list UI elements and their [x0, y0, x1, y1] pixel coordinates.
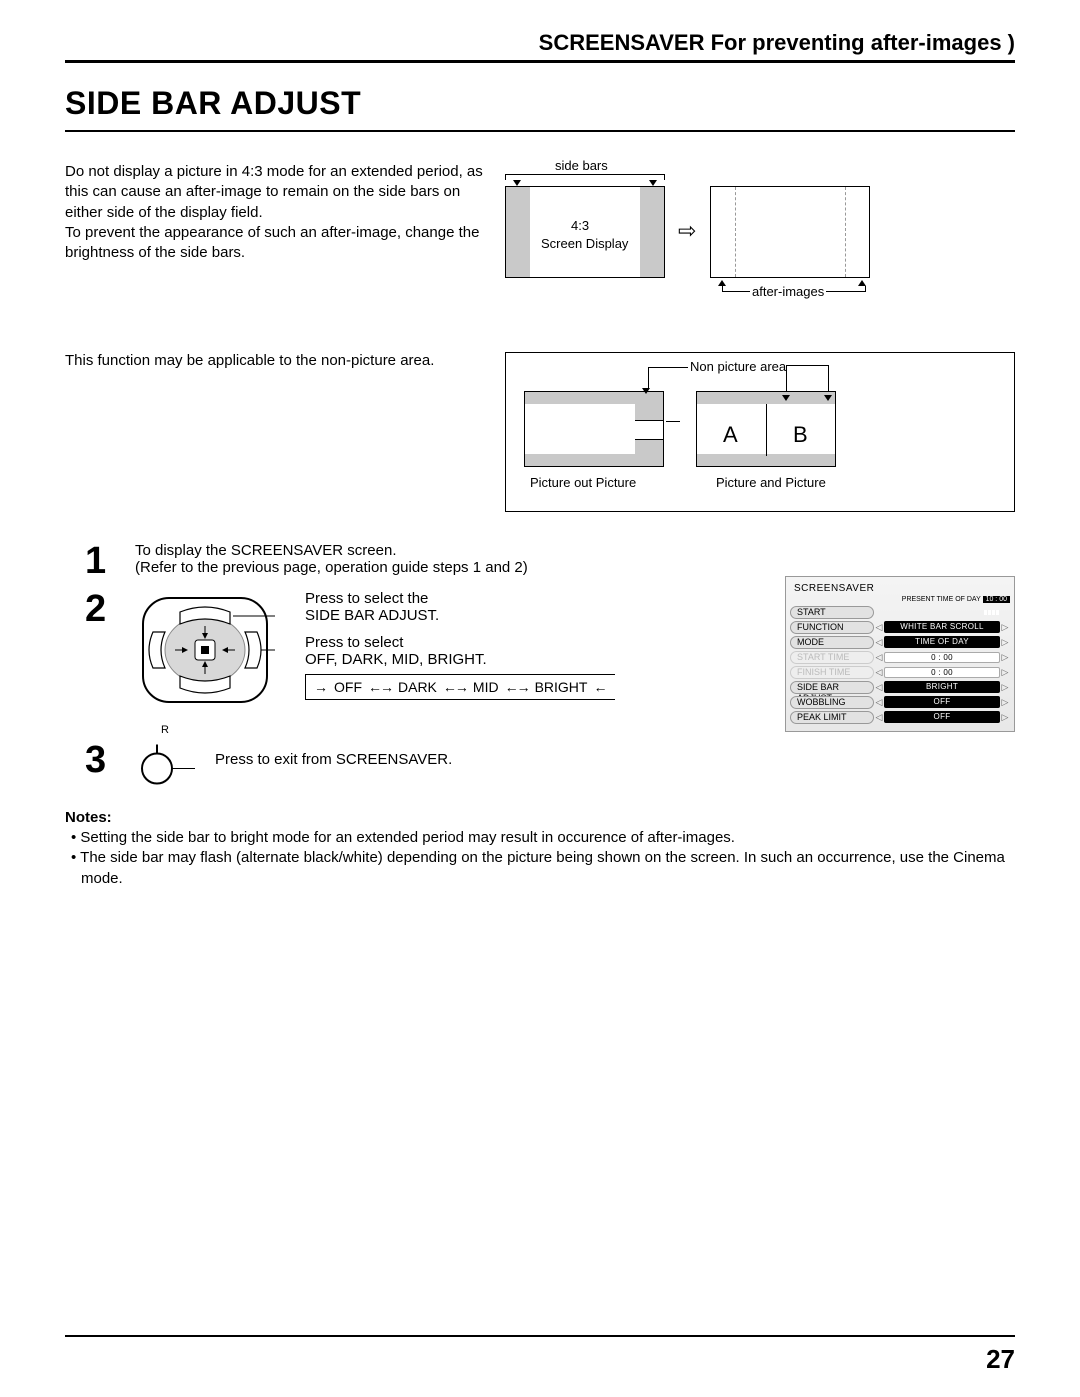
osd-screensaver-menu: SCREENSAVER PRESENT TIME OF DAY 10 : 00 …: [785, 576, 1015, 732]
left-arrow-icon[interactable]: ◁: [874, 667, 884, 678]
note-item: Setting the side bar to bright mode for …: [71, 828, 1015, 848]
r-label: R: [135, 724, 195, 736]
nonpic-area-label: Non picture area: [690, 359, 786, 374]
osd-row-start: START: [790, 605, 1010, 619]
step-2-line2: SIDE BAR ADJUST.: [305, 607, 615, 624]
osd-peaklimit-val: OFF: [884, 711, 1000, 723]
step-2-line4: OFF, DARK, MID, BRIGHT.: [305, 651, 615, 668]
left-arrow-icon[interactable]: ◁: [874, 697, 884, 708]
osd-row-wobbling: WOBBLING ◁ OFF ▷: [790, 695, 1010, 709]
r-button-icon: R: [135, 724, 195, 795]
osd-title: SCREENSAVER: [794, 583, 1010, 594]
osd-finishtime-val: 0 : 00: [884, 667, 1000, 678]
right-arrow-icon[interactable]: ▷: [1000, 712, 1010, 723]
osd-mode-val: TIME OF DAY: [884, 636, 1000, 648]
step-3-text: Press to exit from SCREENSAVER.: [215, 751, 452, 768]
right-arrow-icon[interactable]: ▷: [1000, 697, 1010, 708]
left-arrow-icon[interactable]: ◁: [874, 652, 884, 663]
nonpic-row: This function may be applicable to the n…: [65, 352, 1015, 512]
osd-start-bars: [984, 607, 1000, 617]
screen-display-label: Screen Display: [541, 236, 628, 251]
osd-row-finishtime: FINISH TIME ◁ 0 : 00 ▷: [790, 665, 1010, 679]
intro-row: Do not display a picture in 4:3 mode for…: [65, 162, 1015, 322]
note-item: The side bar may flash (alternate black/…: [71, 848, 1015, 889]
right-arrow-icon[interactable]: ▷: [1000, 622, 1010, 633]
osd-row-starttime: START TIME ◁ 0 : 00 ▷: [790, 650, 1010, 664]
seq-off: OFF: [334, 679, 362, 695]
dpad-icon: [135, 590, 285, 714]
header-title: SCREENSAVER For preventing after-images …: [65, 30, 1015, 63]
right-arrow-icon[interactable]: ▷: [1000, 652, 1010, 663]
left-arrow-icon[interactable]: ◁: [874, 637, 884, 648]
osd-wobbling[interactable]: WOBBLING: [790, 696, 874, 709]
osd-present-label: PRESENT TIME OF DAY: [902, 596, 981, 603]
diagram-sidebars: side bars 4:3 Screen Display ⇨ after-ima…: [505, 162, 1015, 322]
label-b: B: [793, 422, 808, 448]
osd-starttime[interactable]: START TIME: [790, 651, 874, 664]
right-arrow-icon[interactable]: ▷: [1000, 637, 1010, 648]
osd-row-function: FUNCTION ◁ WHITE BAR SCROLL ▷: [790, 620, 1010, 634]
page-number: 27: [986, 1344, 1015, 1375]
osd-mode[interactable]: MODE: [790, 636, 874, 649]
osd-sidebar[interactable]: SIDE BAR ADJUST: [790, 681, 874, 694]
afterimages-label: after-images: [750, 284, 826, 299]
nonpic-diagram: Non picture area Picture out Picture: [505, 352, 1015, 512]
ratio-label: 4:3: [571, 218, 589, 233]
right-arrow-icon[interactable]: ▷: [1000, 682, 1010, 693]
label-a: A: [723, 422, 738, 448]
sidebars-label: side bars: [555, 158, 608, 173]
osd-present-time: PRESENT TIME OF DAY 10 : 00: [790, 596, 1010, 603]
seq-bright: BRIGHT: [535, 679, 588, 695]
seq-dark: DARK: [398, 679, 437, 695]
nonpic-text: This function may be applicable to the n…: [65, 352, 485, 369]
footer-rule: [65, 1335, 1015, 1337]
osd-present-value: 10 : 00: [983, 596, 1010, 603]
pop-label: Picture out Picture: [530, 475, 636, 490]
osd-finishtime[interactable]: FINISH TIME: [790, 666, 874, 679]
manual-page: SCREENSAVER For preventing after-images …: [0, 0, 1080, 1397]
notes-section: Notes: Setting the side bar to bright mo…: [65, 809, 1015, 889]
step-2-num: 2: [65, 590, 135, 628]
pap-label: Picture and Picture: [716, 475, 826, 490]
osd-function[interactable]: FUNCTION: [790, 621, 874, 634]
intro-text: Do not display a picture in 4:3 mode for…: [65, 162, 485, 322]
brightness-sequence: → OFF ←→ DARK ←→ MID ←→ BRIGHT ←: [305, 674, 615, 700]
step-2-line1: Press to select the: [305, 590, 615, 607]
arrow-right-icon: ⇨: [678, 218, 696, 244]
osd-peaklimit[interactable]: PEAK LIMIT: [790, 711, 874, 724]
notes-title: Notes:: [65, 809, 1015, 826]
section-title: SIDE BAR ADJUST: [65, 85, 1015, 132]
seq-mid: MID: [473, 679, 499, 695]
osd-function-val: WHITE BAR SCROLL: [884, 621, 1000, 633]
left-arrow-icon[interactable]: ◁: [874, 682, 884, 693]
osd-starttime-val: 0 : 00: [884, 652, 1000, 663]
right-arrow-icon[interactable]: ▷: [1000, 667, 1010, 678]
step-3: 3 R Press to exit from SCREENSAVER.: [65, 724, 1015, 795]
osd-row-mode: MODE ◁ TIME OF DAY ▷: [790, 635, 1010, 649]
osd-sidebar-val: BRIGHT: [884, 681, 1000, 693]
osd-wobbling-val: OFF: [884, 696, 1000, 708]
osd-start[interactable]: START: [790, 606, 874, 619]
osd-row-peaklimit: PEAK LIMIT ◁ OFF ▷: [790, 710, 1010, 724]
step-1-line1: To display the SCREENSAVER screen.: [135, 542, 1015, 559]
left-arrow-icon[interactable]: ◁: [874, 712, 884, 723]
step-1-line2: (Refer to the previous page, operation g…: [135, 559, 1015, 576]
step-3-num: 3: [65, 741, 135, 779]
step-2-line3: Press to select: [305, 634, 615, 651]
step-1: 1 To display the SCREENSAVER screen. (Re…: [65, 542, 1015, 580]
step-1-num: 1: [65, 542, 135, 580]
left-arrow-icon[interactable]: ◁: [874, 622, 884, 633]
osd-row-sidebar: SIDE BAR ADJUST ◁ BRIGHT ▷: [790, 680, 1010, 694]
